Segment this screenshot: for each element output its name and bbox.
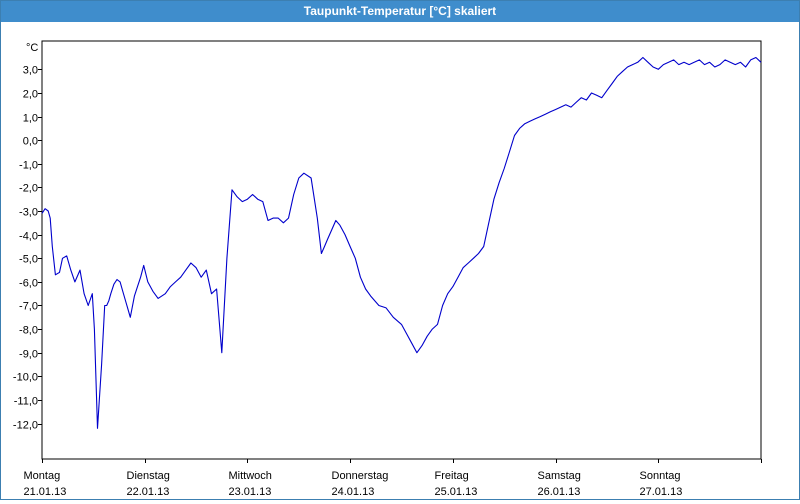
x-tick-label-date: 21.01.13 [24, 486, 67, 498]
x-tick-label-date: 23.01.13 [229, 486, 272, 498]
x-tick-label-day: Montag [24, 470, 61, 482]
x-tick-label-date: 27.01.13 [640, 486, 683, 498]
y-axis-unit: °C [26, 42, 38, 54]
y-tick-label: -4,0 [19, 231, 38, 243]
y-tick-label: -12,0 [13, 420, 38, 432]
y-tick-label: -1,0 [19, 160, 38, 172]
x-tick-label-day: Samstag [538, 470, 581, 482]
line-chart: 3,0 2,0 1,0 0,0 -1,0 -2,0 -3,0 -4,0 -5,0 -6,0 -7,0… [13, 40, 762, 498]
x-tick-label-day: Dienstag [127, 470, 170, 482]
y-tick-label: -10,0 [13, 372, 38, 384]
plot-frame [41, 40, 762, 460]
axes [38, 40, 762, 463]
y-tick-label: 0,0 [23, 136, 38, 148]
y-tick-label: 2,0 [23, 89, 38, 101]
series-line [41, 56, 762, 429]
x-tick-label-day: Freitag [435, 470, 469, 482]
y-tick-label: -11,0 [14, 396, 38, 408]
x-tick-label-date: 24.01.13 [332, 486, 375, 498]
x-tick-label-day: Sonntag [640, 470, 681, 482]
x-tick-label-day: Mittwoch [229, 470, 272, 482]
y-tick-label: 3,0 [23, 65, 38, 77]
x-tick-label-date: 26.01.13 [538, 486, 581, 498]
series [41, 56, 762, 429]
x-tick-label-day: Donnerstag [332, 470, 389, 482]
x-tick-label-date: 25.01.13 [435, 486, 478, 498]
chart-canvas: 3,0 2,0 1,0 0,0 -1,0 -2,0 -3,0 -4,0 -5,0 -6,0 -7,0… [1, 23, 799, 499]
y-tick-label: -5,0 [19, 254, 38, 266]
y-tick-label: -2,0 [19, 183, 38, 195]
x-tick-label-date: 22.01.13 [127, 486, 170, 498]
y-tick-label: -6,0 [19, 278, 38, 290]
y-tick-label: -3,0 [19, 207, 38, 219]
y-tick-label: -7,0 [19, 301, 38, 313]
y-tick-label: 1,0 [23, 113, 38, 125]
labels: 3,0 2,0 1,0 0,0 -1,0 -2,0 -3,0 -4,0 -5,0 -6,0 -7,0… [13, 42, 682, 498]
y-tick-label: -8,0 [19, 325, 38, 337]
y-tick-label: -9,0 [19, 349, 38, 361]
window-title: Taupunkt-Temperatur [°C] skaliert [1, 1, 799, 22]
